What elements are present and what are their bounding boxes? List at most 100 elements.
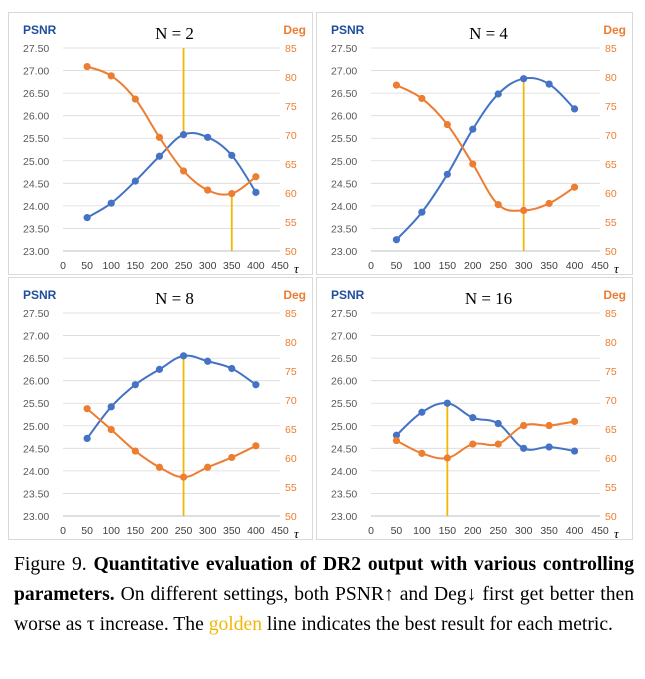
x-tick-label: 50: [81, 260, 93, 272]
x-tick-label: 350: [540, 525, 558, 537]
x-tick-label: 0: [368, 525, 374, 537]
left-tick-label: 23.50: [23, 488, 49, 500]
left-tick-label: 26.50: [331, 88, 357, 100]
deg-data-point: [228, 189, 236, 198]
psnr-data-point: [520, 444, 528, 452]
x-tick-label: 400: [566, 260, 584, 272]
deg-data-point: [179, 473, 188, 481]
deg-data-point: [545, 421, 553, 430]
psnr-data-point: [418, 408, 426, 416]
right-tick-label: 85: [285, 308, 297, 320]
psnr-data-point: [204, 357, 212, 365]
psnr-data-point: [155, 365, 164, 373]
psnr-data-point: [107, 199, 115, 207]
right-tick-label: 75: [285, 101, 297, 113]
deg-series-line: [86, 407, 257, 479]
deg-data-point: [204, 463, 212, 471]
psnr-data-point: [443, 170, 451, 178]
right-tick-label: 55: [605, 482, 617, 494]
y-left-axis-label: PSNR: [23, 288, 57, 302]
x-tick-label: 300: [515, 260, 533, 272]
deg-data-point: [545, 199, 553, 208]
left-tick-label: 23.00: [331, 246, 357, 258]
right-tick-label: 70: [605, 395, 617, 407]
right-tick-label: 65: [605, 159, 617, 171]
left-tick-label: 24.00: [23, 201, 49, 213]
right-tick-label: 75: [285, 366, 297, 378]
psnr-data-point: [228, 364, 236, 373]
x-tick-label: 150: [127, 260, 145, 272]
left-tick-label: 24.00: [331, 466, 357, 478]
left-tick-label: 27.50: [23, 308, 49, 320]
right-tick-label: 50: [605, 511, 617, 523]
right-tick-label: 50: [285, 246, 297, 258]
right-tick-label: 70: [285, 395, 297, 407]
y-left-axis-label: PSNR: [331, 23, 365, 37]
deg-data-point: [418, 94, 426, 103]
right-tick-label: 65: [285, 159, 297, 171]
right-tick-label: 80: [285, 72, 297, 84]
deg-data-point: [494, 440, 502, 448]
chart-title: N = 8: [155, 289, 194, 308]
left-tick-label: 24.00: [23, 466, 49, 478]
deg-data-point: [155, 463, 164, 471]
left-tick-label: 26.00: [23, 376, 49, 388]
deg-data-point: [570, 417, 579, 426]
x-tick-label: 300: [199, 260, 217, 272]
deg-data-point: [570, 183, 579, 191]
right-tick-label: 60: [285, 188, 297, 200]
left-tick-label: 24.50: [331, 178, 357, 190]
x-tick-label: 400: [247, 260, 265, 272]
right-tick-label: 80: [285, 337, 297, 349]
x-tick-label: 450: [591, 260, 609, 272]
psnr-data-point: [392, 431, 401, 439]
left-tick-label: 26.00: [23, 111, 49, 123]
psnr-data-point: [107, 403, 115, 411]
panel-border: [316, 12, 633, 275]
chart-title: N = 4: [469, 24, 508, 43]
x-axis-label: τ: [614, 526, 620, 540]
right-tick-label: 60: [605, 453, 617, 465]
deg-series-line: [395, 84, 576, 212]
left-tick-label: 24.50: [23, 178, 49, 190]
right-tick-label: 85: [605, 43, 617, 55]
psnr-data-point: [469, 414, 477, 422]
x-tick-label: 200: [464, 525, 482, 537]
x-tick-label: 150: [439, 260, 457, 272]
x-tick-label: 50: [391, 260, 403, 272]
deg-data-point: [392, 437, 401, 445]
deg-data-point: [107, 425, 115, 434]
left-tick-label: 23.50: [331, 223, 357, 235]
x-tick-label: 200: [464, 260, 482, 272]
x-axis-label: τ: [614, 261, 620, 276]
x-tick-label: 250: [489, 525, 507, 537]
psnr-data-point: [204, 133, 212, 141]
y-right-axis-label: Deg: [283, 288, 306, 302]
chart-grid: 23.00 23.50 24.00 24.50 25.00 25.50 26.00 26.50…: [8, 12, 633, 540]
x-tick-label: 250: [175, 260, 193, 272]
deg-data-point: [418, 449, 426, 457]
right-tick-label: 60: [285, 453, 297, 465]
psnr-data-point: [252, 381, 260, 389]
x-tick-label: 100: [102, 260, 120, 272]
psnr-data-point: [131, 177, 139, 185]
x-tick-label: 0: [368, 260, 374, 272]
deg-data-point: [83, 62, 91, 71]
caption-text: On different settings, both PSNR↑ and De…: [14, 584, 634, 635]
caption-figure-label: Figure 9.: [14, 554, 87, 575]
psnr-data-point: [494, 90, 502, 98]
psnr-data-point: [443, 399, 451, 407]
right-tick-label: 85: [605, 308, 617, 320]
psnr-data-point: [545, 443, 553, 451]
psnr-data-point: [570, 105, 579, 113]
right-tick-label: 55: [285, 217, 297, 229]
chart-title: N = 16: [465, 289, 512, 308]
left-tick-label: 25.00: [331, 421, 357, 433]
psnr-data-point: [179, 352, 188, 360]
psnr-data-point: [418, 208, 426, 216]
x-tick-label: 250: [489, 260, 507, 272]
left-tick-label: 23.50: [23, 223, 49, 235]
left-tick-label: 27.00: [23, 66, 49, 78]
x-tick-label: 450: [271, 260, 289, 272]
left-tick-label: 25.50: [23, 133, 49, 145]
